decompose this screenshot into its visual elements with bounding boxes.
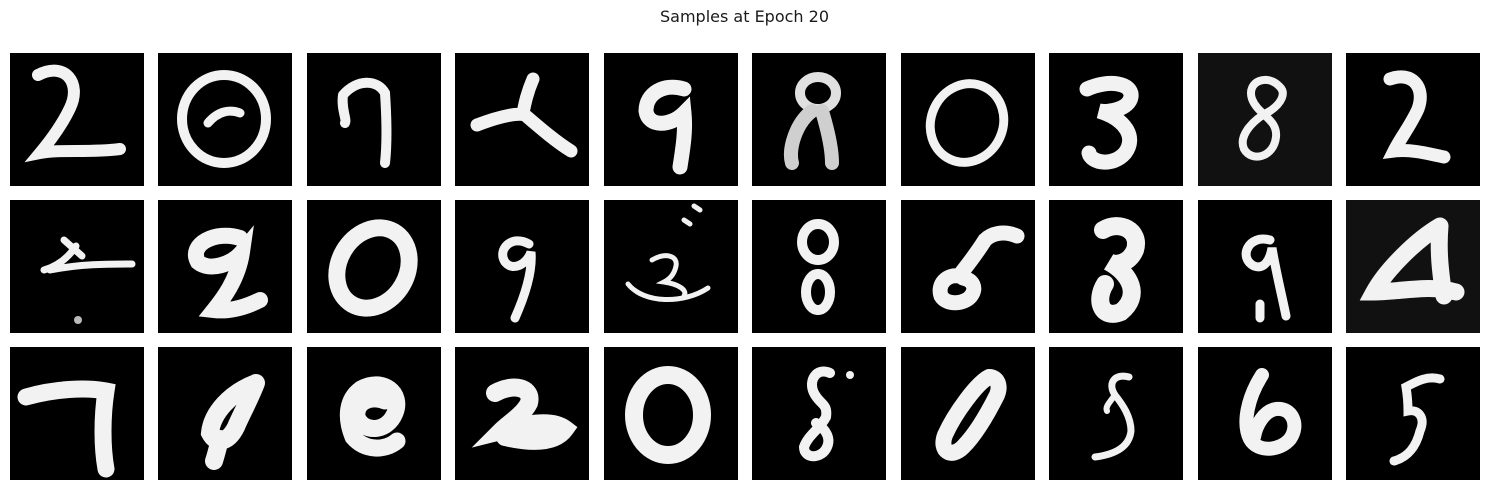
sample-tile [1049, 347, 1183, 480]
digit-5-image [1389, 373, 1445, 466]
digit-4-image [200, 374, 265, 470]
digit-8-image [1091, 372, 1135, 461]
digit-8-image [798, 366, 854, 462]
digit-9-image [339, 376, 406, 457]
digit-x-image [40, 236, 136, 324]
sample-tile [752, 200, 886, 333]
sample-tile [604, 200, 738, 333]
sample-tile [307, 53, 441, 186]
sample-tile [1049, 53, 1183, 186]
digit-0-image [177, 70, 271, 168]
sample-tile [1346, 200, 1480, 333]
digit-9-image [188, 225, 268, 319]
digit-8-image [784, 72, 841, 170]
sample-tile [1198, 53, 1332, 186]
sample-tile [901, 347, 1035, 480]
sample-tile [1346, 53, 1480, 186]
digit-0-image [625, 366, 711, 464]
digit-9-image [498, 236, 536, 323]
sample-tile [604, 53, 738, 186]
sample-tile [10, 347, 144, 480]
sample-tile [604, 347, 738, 480]
digit-2-image [24, 64, 126, 163]
sample-tile [752, 347, 886, 480]
sample-tile [307, 347, 441, 480]
sample-tile [307, 200, 441, 333]
sample-tile [901, 53, 1035, 186]
sample-tile [1049, 200, 1183, 333]
digit-3-image [1079, 75, 1139, 170]
sample-tile [10, 53, 144, 186]
figure-title: Samples at Epoch 20 [659, 7, 829, 26]
sample-tile [455, 53, 589, 186]
sample-tile [901, 200, 1035, 333]
digit-2-image [471, 378, 578, 450]
digit-4-image [1359, 217, 1465, 305]
sample-tile [1346, 347, 1480, 480]
sample-tile [455, 347, 589, 480]
digit-6-image [1239, 368, 1302, 456]
digit-8-image [797, 219, 839, 315]
sample-tile [158, 53, 292, 186]
sample-grid [10, 53, 1482, 480]
sample-tile [10, 200, 144, 333]
digit-2-image [1382, 70, 1451, 164]
digit-9-image [1241, 234, 1291, 323]
sample-tile [455, 200, 589, 333]
digit-8-image [1091, 217, 1145, 323]
digit-8-image [1238, 75, 1287, 161]
digit-0-image [935, 369, 1007, 461]
sample-tile [752, 53, 886, 186]
sample-tile [158, 200, 292, 333]
digit-3-image [625, 203, 711, 302]
digit-0-image [328, 219, 418, 317]
sample-tile [1198, 347, 1332, 480]
sample-tile [1198, 200, 1332, 333]
digit-9-image [638, 79, 692, 175]
digit-7-image [337, 77, 392, 168]
digit-7-image [17, 380, 116, 478]
digit-5-image [932, 225, 1025, 311]
digit-0-image [925, 79, 1009, 167]
sample-tile [158, 347, 292, 480]
digit-4-image [470, 72, 578, 158]
